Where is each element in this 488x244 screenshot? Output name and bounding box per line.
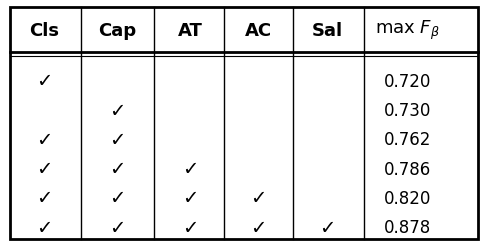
Text: max $F_{\beta}$: max $F_{\beta}$ xyxy=(375,19,440,42)
Text: ✓: ✓ xyxy=(36,131,52,150)
Text: ✓: ✓ xyxy=(36,189,52,208)
Text: ✓: ✓ xyxy=(36,219,52,238)
Text: ✓: ✓ xyxy=(109,131,125,150)
Text: ✓: ✓ xyxy=(36,160,52,179)
Text: ✓: ✓ xyxy=(182,189,199,208)
Text: Cls: Cls xyxy=(29,21,59,40)
Text: 0.720: 0.720 xyxy=(384,73,431,91)
Text: ✓: ✓ xyxy=(36,72,52,91)
Text: ✓: ✓ xyxy=(109,189,125,208)
Text: ✓: ✓ xyxy=(109,219,125,238)
Text: 0.878: 0.878 xyxy=(384,219,431,237)
Text: AC: AC xyxy=(245,21,272,40)
Text: ✓: ✓ xyxy=(109,160,125,179)
Text: Sal: Sal xyxy=(311,21,343,40)
Text: ✓: ✓ xyxy=(250,189,267,208)
Text: AT: AT xyxy=(178,21,203,40)
Text: 0.786: 0.786 xyxy=(384,161,431,179)
Text: ✓: ✓ xyxy=(182,219,199,238)
Text: ✓: ✓ xyxy=(250,219,267,238)
Text: ✓: ✓ xyxy=(109,102,125,121)
Text: ✓: ✓ xyxy=(319,219,335,238)
Text: 0.730: 0.730 xyxy=(384,102,431,120)
Text: 0.762: 0.762 xyxy=(384,131,431,149)
Text: ✓: ✓ xyxy=(182,160,199,179)
Text: Cap: Cap xyxy=(98,21,136,40)
Text: 0.820: 0.820 xyxy=(384,190,431,208)
